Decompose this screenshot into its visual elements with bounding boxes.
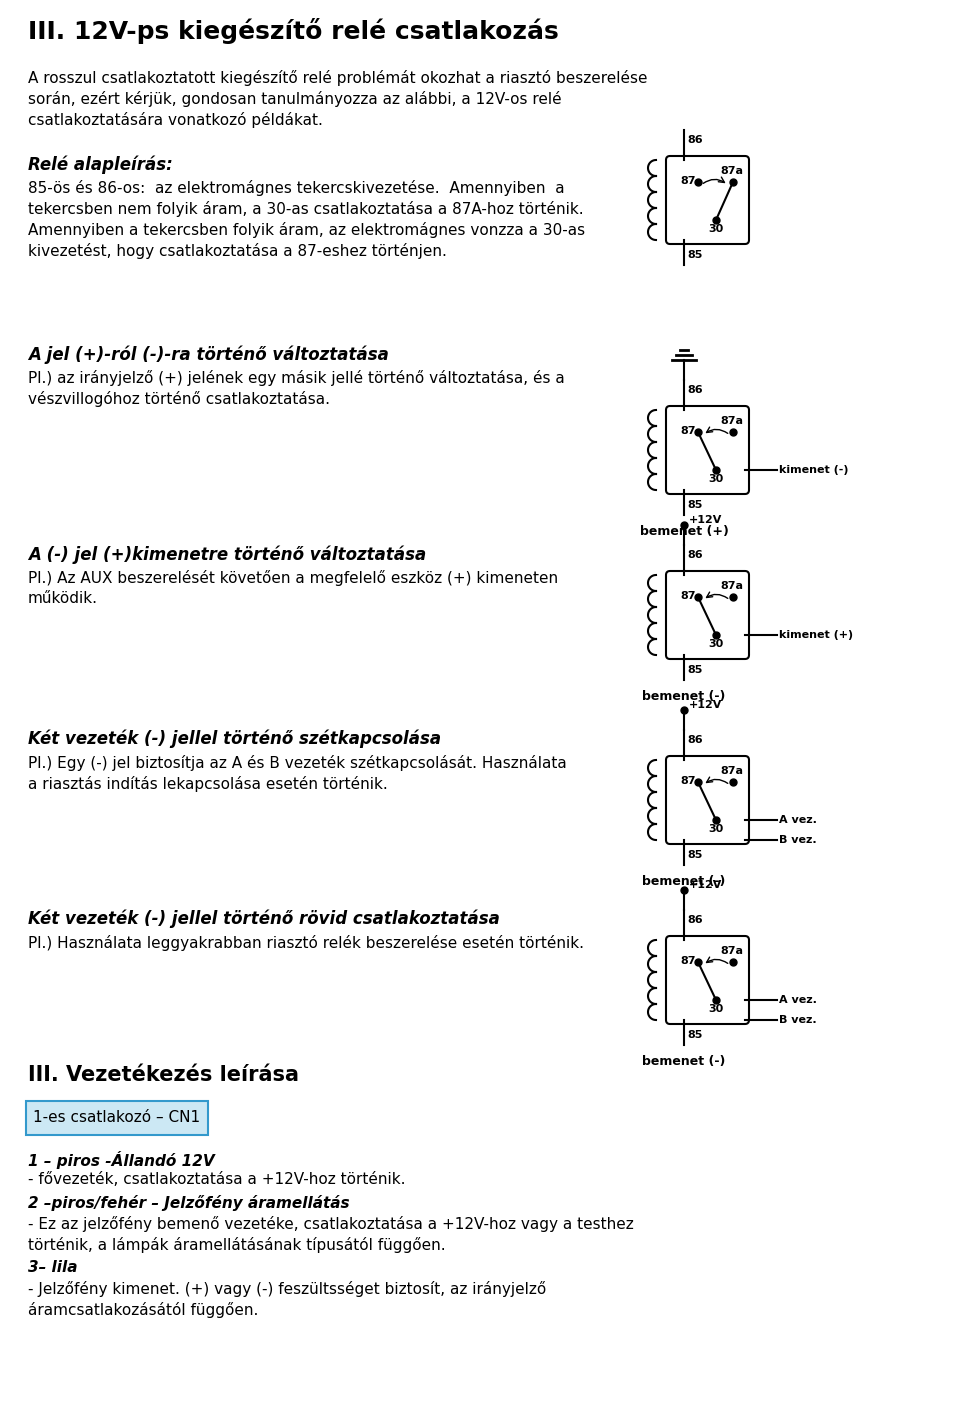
Text: III. Vezetékezés leírása: III. Vezetékezés leírása bbox=[28, 1064, 299, 1086]
Text: 85-ös és 86-os:  az elektromágnes tekercskivezetése.  Amennyiben  a: 85-ös és 86-os: az elektromágnes tekercs… bbox=[28, 180, 564, 196]
Text: Amennyiben a tekercsben folyik áram, az elektromágnes vonzza a 30-as: Amennyiben a tekercsben folyik áram, az … bbox=[28, 222, 586, 237]
Text: Pl.) az irányjelző (+) jelének egy másik jellé történő változtatása, és a: Pl.) az irányjelző (+) jelének egy másik… bbox=[28, 369, 564, 387]
Text: 85: 85 bbox=[687, 500, 703, 510]
Text: történik, a lámpák áramellátásának típusától függően.: történik, a lámpák áramellátásának típus… bbox=[28, 1238, 445, 1253]
Text: 87a: 87a bbox=[720, 581, 743, 591]
Text: 86: 86 bbox=[687, 735, 703, 745]
FancyBboxPatch shape bbox=[666, 156, 749, 244]
Text: 87: 87 bbox=[680, 776, 695, 786]
Text: A vez.: A vez. bbox=[779, 995, 817, 1005]
Text: 85: 85 bbox=[687, 1030, 703, 1040]
Text: - Ez az jelzőfény bemenő vezetéke, csatlakoztatása a +12V-hoz vagy a testhez: - Ez az jelzőfény bemenő vezetéke, csatl… bbox=[28, 1216, 634, 1232]
Text: Relé alapleírás:: Relé alapleírás: bbox=[28, 155, 173, 173]
Text: 87a: 87a bbox=[720, 946, 743, 956]
Text: B vez.: B vez. bbox=[779, 836, 817, 845]
Text: 1 – piros -Állandó 12V: 1 – piros -Állandó 12V bbox=[28, 1151, 215, 1169]
Text: vészvillogóhoz történő csatlakoztatása.: vészvillogóhoz történő csatlakoztatása. bbox=[28, 391, 330, 406]
Text: áramcsatlakozásától függően.: áramcsatlakozásától függően. bbox=[28, 1302, 258, 1319]
Text: +12V: +12V bbox=[689, 880, 722, 890]
Text: bemenet (-): bemenet (-) bbox=[642, 691, 726, 703]
Text: 86: 86 bbox=[687, 550, 703, 560]
Text: A jel (+)-ról (-)-ra történő változtatása: A jel (+)-ról (-)-ra történő változtatás… bbox=[28, 345, 389, 364]
Text: 85: 85 bbox=[687, 665, 703, 675]
Text: 87a: 87a bbox=[720, 766, 743, 776]
Text: 30: 30 bbox=[708, 225, 723, 234]
FancyBboxPatch shape bbox=[666, 406, 749, 495]
Text: 87: 87 bbox=[680, 426, 695, 436]
Text: 1-es csatlakozó – CN1: 1-es csatlakozó – CN1 bbox=[34, 1110, 201, 1125]
Text: +12V: +12V bbox=[689, 514, 722, 524]
Text: 85: 85 bbox=[687, 850, 703, 860]
Text: +12V: +12V bbox=[689, 701, 722, 710]
FancyBboxPatch shape bbox=[26, 1101, 208, 1135]
Text: 87: 87 bbox=[680, 956, 695, 966]
Text: 30: 30 bbox=[708, 475, 723, 485]
Text: 85: 85 bbox=[687, 250, 703, 260]
Text: bemenet (+): bemenet (+) bbox=[639, 524, 729, 539]
Text: 30: 30 bbox=[708, 639, 723, 649]
Text: bemenet (-): bemenet (-) bbox=[642, 875, 726, 888]
Text: 3– lila: 3– lila bbox=[28, 1260, 78, 1275]
Text: 30: 30 bbox=[708, 1005, 723, 1015]
Text: A vez.: A vez. bbox=[779, 816, 817, 826]
Text: - fővezeték, csatlakoztatása a +12V-hoz történik.: - fővezeték, csatlakoztatása a +12V-hoz … bbox=[28, 1172, 405, 1187]
Text: A (-) jel (+)kimenetre történő változtatása: A (-) jel (+)kimenetre történő változtat… bbox=[28, 546, 426, 564]
Text: Két vezeték (-) jellel történő szétkapcsolása: Két vezeték (-) jellel történő szétkapcs… bbox=[28, 730, 442, 749]
Text: Pl.) Használata leggyakrabban riasztó relék beszerelése esetén történik.: Pl.) Használata leggyakrabban riasztó re… bbox=[28, 935, 584, 951]
Text: 87a: 87a bbox=[720, 166, 743, 176]
Text: A rosszul csatlakoztatott kiegészítő relé problémát okozhat a riasztó beszerelés: A rosszul csatlakoztatott kiegészítő rel… bbox=[28, 70, 647, 87]
Text: a riasztás indítás lekapcsolása esetén történik.: a riasztás indítás lekapcsolása esetén t… bbox=[28, 776, 388, 791]
Text: 87: 87 bbox=[680, 591, 695, 601]
Text: 2 –piros/fehér – Jelzőfény áramellátás: 2 –piros/fehér – Jelzőfény áramellátás bbox=[28, 1195, 349, 1211]
Text: Pl.) Egy (-) jel biztosítja az A és B vezeték szétkapcsolását. Használata: Pl.) Egy (-) jel biztosítja az A és B ve… bbox=[28, 755, 566, 772]
Text: csatlakoztatására vonatkozó példákat.: csatlakoztatására vonatkozó példákat. bbox=[28, 112, 323, 128]
Text: 87a: 87a bbox=[720, 416, 743, 426]
Text: tekercsben nem folyik áram, a 30-as csatlakoztatása a 87A-hoz történik.: tekercsben nem folyik áram, a 30-as csat… bbox=[28, 200, 584, 217]
FancyBboxPatch shape bbox=[666, 571, 749, 659]
Text: működik.: működik. bbox=[28, 591, 98, 605]
Text: során, ezért kérjük, gondosan tanulmányozza az alábbi, a 12V-os relé: során, ezért kérjük, gondosan tanulmányo… bbox=[28, 91, 562, 107]
Text: 87: 87 bbox=[680, 176, 695, 186]
Text: Két vezeték (-) jellel történő rövid csatlakoztatása: Két vezeték (-) jellel történő rövid csa… bbox=[28, 909, 500, 928]
Text: 30: 30 bbox=[708, 824, 723, 834]
Text: B vez.: B vez. bbox=[779, 1015, 817, 1025]
Text: 86: 86 bbox=[687, 385, 703, 395]
Text: kimenet (-): kimenet (-) bbox=[779, 465, 849, 475]
Text: 86: 86 bbox=[687, 915, 703, 925]
Text: Pl.) Az AUX beszerelését követően a megfelelő eszköz (+) kimeneten: Pl.) Az AUX beszerelését követően a megf… bbox=[28, 570, 558, 585]
Text: kivezetést, hogy csatlakoztatása a 87-eshez történjen.: kivezetést, hogy csatlakoztatása a 87-es… bbox=[28, 243, 446, 259]
Text: 86: 86 bbox=[687, 135, 703, 145]
Text: kimenet (+): kimenet (+) bbox=[779, 630, 853, 639]
Text: III. 12V-ps kiegészítő relé csatlakozás: III. 12V-ps kiegészítő relé csatlakozás bbox=[28, 18, 559, 44]
Text: - Jelzőfény kimenet. (+) vagy (-) feszültsséget biztosít, az irányjelző: - Jelzőfény kimenet. (+) vagy (-) feszül… bbox=[28, 1280, 546, 1297]
FancyBboxPatch shape bbox=[666, 756, 749, 844]
FancyBboxPatch shape bbox=[666, 936, 749, 1025]
Text: bemenet (-): bemenet (-) bbox=[642, 1054, 726, 1069]
